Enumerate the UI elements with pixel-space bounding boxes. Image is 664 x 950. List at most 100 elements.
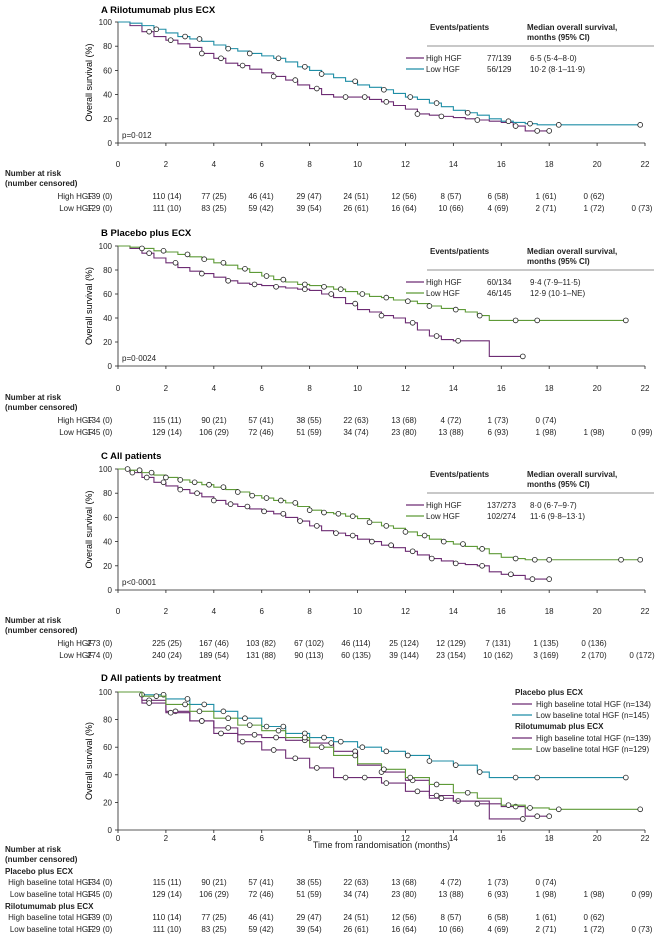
risk-value: 29 (47) [296,192,322,201]
censor-mark [314,765,320,771]
risk-group-title: Placebo plus ECX [5,867,74,876]
x-tick-label: 0 [116,384,121,393]
censor-mark [464,789,471,796]
risk-value: 57 (41) [248,416,274,425]
censor-mark [476,769,483,775]
censor-mark [388,542,394,549]
censor-mark [321,283,327,290]
risk-header: (number censored) [5,179,78,188]
risk-value: 1 (73) [488,416,509,425]
risk-value: 2 (71) [536,204,557,213]
censor-mark [318,71,325,77]
censor-mark [440,538,447,545]
risk-value: 167 (46) [199,639,229,648]
x-tick-label: 12 [401,160,410,169]
y-tick-label: 0 [108,139,113,148]
censor-mark [405,752,411,759]
censor-mark [383,294,390,301]
x-tick-label: 16 [497,384,506,393]
censor-mark [369,538,375,545]
risk-value: 111 (10) [153,204,182,213]
censor-mark [508,571,514,578]
legend-events: 102/274 [487,512,516,521]
y-tick-label: 80 [103,489,112,498]
series-line-placebo-high [118,691,523,820]
censor-mark [349,513,356,519]
legend-entry-label: High baseline total HGF (n=134) [536,700,651,709]
legend-median: 8·0 (6·7–9·7) [530,501,577,510]
risk-value: 2 (170) [581,651,607,660]
series-line-low-hgf [118,21,641,126]
censor-mark [306,507,313,513]
risk-value: 46 (41) [248,913,274,922]
legend-entry-label: High baseline total HGF (n=139) [536,734,651,743]
median-column-header: months (95% CI) [527,257,590,266]
x-tick-label: 4 [212,160,217,169]
risk-header: (number censored) [5,855,78,864]
risk-value: 16 (64) [391,204,417,213]
censor-mark [474,800,481,807]
censor-mark [426,758,433,764]
x-tick-label: 14 [449,384,458,393]
x-tick-label: 0 [116,607,121,616]
censor-mark [359,291,366,297]
risk-value: 72 (46) [248,428,274,437]
risk-row-label: Low HGF [59,204,93,213]
legend-label: High HGF [426,54,462,63]
censor-mark [527,805,533,811]
risk-row-label: High baseline total HGF [8,913,93,922]
y-tick-label: 40 [103,771,112,780]
risk-header: (number censored) [5,626,78,635]
x-tick-label: 18 [545,834,554,843]
risk-value: 139 (0) [87,913,113,922]
y-axis-label: Overall survival (%) [84,490,94,568]
y-tick-label: 20 [103,338,112,347]
censor-mark [292,755,299,762]
risk-header: Number at risk [5,393,62,402]
x-tick-label: 14 [449,607,458,616]
risk-value: 1 (135) [533,639,559,648]
x-tick-label: 0 [116,160,121,169]
y-tick-label: 100 [99,242,113,251]
legend-events: 60/134 [487,278,512,287]
risk-value: 129 (14) [152,890,182,899]
censor-mark [383,99,390,105]
censor-mark [381,86,387,93]
risk-header: Number at risk [5,616,62,625]
y-tick-label: 60 [103,513,112,522]
censor-mark [292,77,299,83]
censor-mark [273,734,279,741]
risk-row-label: High HGF [57,416,93,425]
risk-value: 12 (56) [391,192,417,201]
legend-events: 56/129 [487,65,512,74]
censor-mark [302,281,308,288]
x-tick-label: 2 [164,834,169,843]
censor-mark [275,55,282,62]
risk-value: 90 (113) [294,651,324,660]
x-tick-label: 20 [593,384,602,393]
risk-value: 4 (69) [488,925,509,934]
censor-mark [146,28,152,35]
censor-mark [337,738,344,745]
risk-row-label: Low baseline total HGF [10,925,93,934]
risk-row-label: Low baseline total HGF [10,890,93,899]
censor-mark [378,312,385,319]
y-tick-label: 0 [108,362,113,371]
risk-value: 51 (59) [296,890,322,899]
x-tick-label: 20 [593,834,602,843]
risk-value: 59 (42) [248,925,274,934]
risk-value: 22 (63) [343,416,369,425]
risk-value: 103 (82) [246,639,276,648]
censor-mark [383,748,390,755]
legend-events: 137/273 [487,501,516,510]
censor-mark [409,548,416,555]
censor-mark [328,291,334,297]
y-tick-label: 80 [103,42,112,51]
risk-value: 90 (21) [201,416,227,425]
x-tick-label: 2 [164,384,169,393]
censor-mark [225,725,231,731]
x-tick-label: 10 [353,607,362,616]
risk-value: 67 (102) [294,639,324,648]
censor-mark [239,62,246,69]
risk-value: 8 (57) [441,913,462,922]
